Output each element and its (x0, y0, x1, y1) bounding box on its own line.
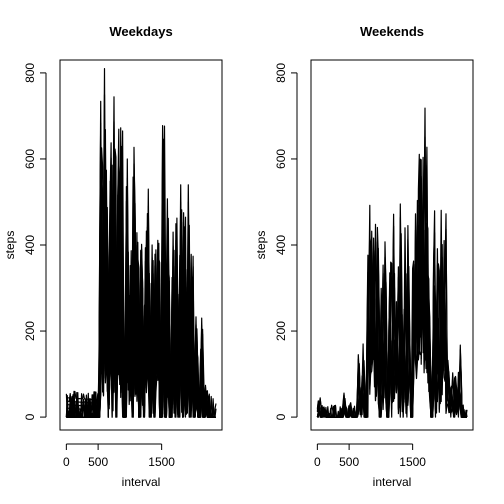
weekdays-y-tick-label: 800 (23, 63, 37, 83)
weekdays-xlabel: interval (122, 475, 161, 489)
weekdays-series-group (65, 68, 217, 418)
weekdays-panel: Weekdays interval steps 0 200 400 600 800 0 50… (3, 24, 223, 489)
weekdays-plot-frame (59, 59, 223, 431)
weekends-y-tick-label: 800 (274, 63, 288, 83)
weekends-xlabel: interval (373, 475, 412, 489)
weekends-panel: Weekends interval steps 0 200 400 600 800 0 50… (254, 24, 474, 489)
weekdays-ylabel: steps (3, 231, 17, 260)
weekdays-x-tick-label: 500 (88, 455, 108, 469)
weekends-x-tick-label: 500 (339, 455, 359, 469)
weekdays-x-tick-label: 1500 (148, 455, 175, 469)
weekdays-x-tick-label: 0 (63, 455, 70, 469)
weekends-x-tick-label: 1500 (399, 455, 426, 469)
weekends-series-line (316, 177, 467, 418)
weekends-x-tick-label: 0 (314, 455, 321, 469)
weekdays-y-tick-label: 200 (23, 321, 37, 341)
weekends-ylabel: steps (254, 231, 268, 260)
weekdays-series-line (66, 146, 216, 418)
weekdays-title: Weekdays (109, 24, 172, 39)
weekends-y-tick-label: 0 (274, 413, 288, 420)
weekends-y-tick-label: 600 (274, 149, 288, 169)
weekends-y-tick-label: 400 (274, 235, 288, 255)
weekends-y-tick-label: 200 (274, 321, 288, 341)
weekdays-series-line (66, 194, 216, 418)
weekdays-y-tick-label: 400 (23, 235, 37, 255)
weekends-title: Weekends (360, 24, 424, 39)
weekdays-y-tick-label: 0 (23, 413, 37, 420)
weekdays-y-tick-label: 600 (23, 149, 37, 169)
weekends-series-group (316, 107, 468, 418)
weekends-plot-frame (310, 59, 474, 431)
